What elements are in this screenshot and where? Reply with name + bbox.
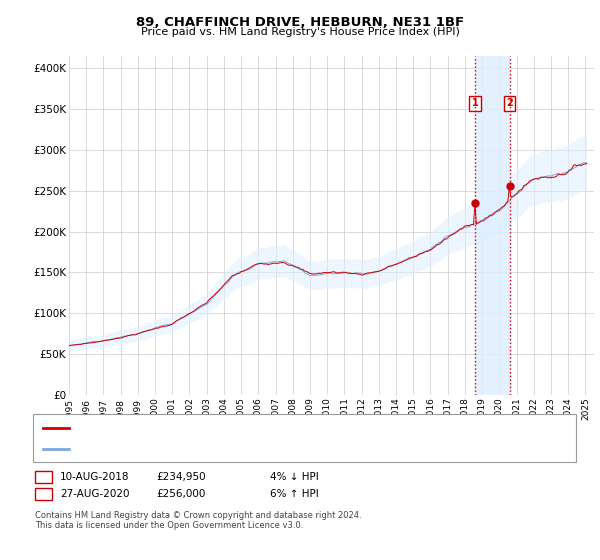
Text: £234,950: £234,950: [156, 472, 206, 482]
Text: 4% ↓ HPI: 4% ↓ HPI: [270, 472, 319, 482]
Bar: [475, 56, 509, 395]
Text: 10-AUG-2018: 10-AUG-2018: [60, 472, 130, 482]
Text: Contains HM Land Registry data © Crown copyright and database right 2024.
This d: Contains HM Land Registry data © Crown c…: [35, 511, 361, 530]
Text: Price paid vs. HM Land Registry's House Price Index (HPI): Price paid vs. HM Land Registry's House …: [140, 27, 460, 37]
Text: 1: 1: [472, 99, 479, 109]
Text: 6% ↑ HPI: 6% ↑ HPI: [270, 489, 319, 499]
Text: 27-AUG-2020: 27-AUG-2020: [60, 489, 130, 499]
Text: 89, CHAFFINCH DRIVE, HEBBURN, NE31 1BF (detached house): 89, CHAFFINCH DRIVE, HEBBURN, NE31 1BF (…: [75, 423, 380, 433]
Text: 2: 2: [40, 489, 47, 499]
Point: [505, 181, 514, 190]
Point: [470, 198, 480, 207]
Text: 89, CHAFFINCH DRIVE, HEBBURN, NE31 1BF: 89, CHAFFINCH DRIVE, HEBBURN, NE31 1BF: [136, 16, 464, 29]
Text: 1: 1: [40, 472, 47, 482]
Text: 2: 2: [506, 99, 513, 109]
Text: HPI: Average price, detached house, South Tyneside: HPI: Average price, detached house, Sout…: [75, 444, 330, 454]
Text: £256,000: £256,000: [156, 489, 205, 499]
